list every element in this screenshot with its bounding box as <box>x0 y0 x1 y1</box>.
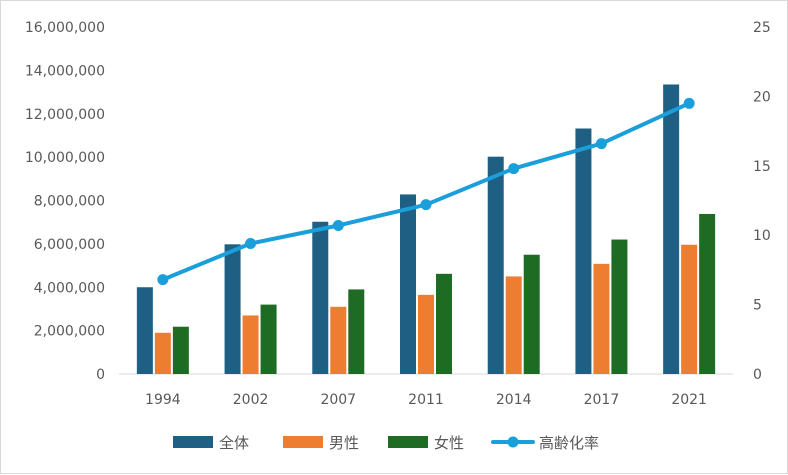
right-axis-tick-label: 15 <box>753 159 771 175</box>
bar-男性-2017 <box>593 263 610 374</box>
bar-全体-1994 <box>136 287 153 374</box>
line-point-2014 <box>508 163 520 175</box>
bar-series <box>136 84 716 375</box>
x-axis-tick-label: 2011 <box>408 392 444 408</box>
x-axis-tick-label: 2002 <box>233 392 269 408</box>
left-axis-tick-label: 14,000,000 <box>25 63 105 79</box>
x-axis-tick-label: 2021 <box>671 392 707 408</box>
legend-swatch-marker <box>507 436 519 448</box>
legend-label-全体: 全体 <box>219 434 249 452</box>
line-point-2017 <box>595 138 607 150</box>
left-axis-ticks: 0 2,000,000 4,000,000 6,000,000 8,000,000 10,… <box>25 20 105 383</box>
left-axis-tick-label: 8,000,000 <box>34 194 105 210</box>
left-axis-tick-label: 6,000,000 <box>34 237 105 253</box>
bar-女性-2002 <box>260 304 277 374</box>
bar-全体-2002 <box>224 244 241 374</box>
left-axis-tick-label: 0 <box>96 367 105 383</box>
x-axis-tick-label: 1994 <box>145 392 181 408</box>
line-series <box>157 97 695 286</box>
right-axis-tick-label: 25 <box>753 20 771 36</box>
right-axis-tick-label: 20 <box>753 89 771 105</box>
line-point-2007 <box>332 219 344 231</box>
bar-男性-2007 <box>330 306 347 374</box>
right-axis-tick-label: 10 <box>753 228 771 244</box>
left-axis-tick-label: 4,000,000 <box>34 280 105 296</box>
legend-label-高齢化率: 高齢化率 <box>539 434 599 452</box>
legend-label-女性: 女性 <box>434 434 464 452</box>
legend-swatch-女性 <box>388 436 428 448</box>
legend-swatch-全体 <box>173 436 213 448</box>
bar-全体-2011 <box>400 194 416 374</box>
bar-女性-2017 <box>611 239 628 374</box>
legend-label-男性: 男性 <box>329 434 359 452</box>
bar-男性-2014 <box>505 276 522 374</box>
bar-女性-2021 <box>699 213 716 374</box>
bar-全体-2007 <box>312 221 329 374</box>
line-point-2002 <box>245 238 257 250</box>
right-axis-tick-label: 5 <box>753 298 762 314</box>
left-axis-tick-label: 10,000,000 <box>25 150 105 166</box>
bar-全体-2014 <box>487 156 504 374</box>
x-axis-tick-label: 2007 <box>320 392 356 408</box>
x-axis-tick-label: 2017 <box>584 392 620 408</box>
bar-女性-2014 <box>523 254 540 374</box>
bar-男性-2021 <box>681 244 698 374</box>
bar-全体-2021 <box>663 84 680 375</box>
x-axis-tick-label: 2014 <box>496 392 532 408</box>
right-axis-tick-label: 0 <box>753 367 762 383</box>
bar-女性-1994 <box>172 326 189 374</box>
legend-swatch-男性 <box>283 436 323 448</box>
bar-全体-2017 <box>575 128 592 374</box>
bar-女性-2007 <box>348 289 365 374</box>
left-axis-tick-label: 16,000,000 <box>25 20 105 36</box>
bar-男性-2002 <box>242 315 259 374</box>
line-point-1994 <box>157 274 169 286</box>
line-高齢化率 <box>160 101 692 282</box>
left-axis-tick-label: 12,000,000 <box>25 107 105 123</box>
legend: 全体 男性 女性 高齢化率 <box>173 434 599 452</box>
right-axis-ticks: 0 5 10 15 20 25 <box>753 20 771 383</box>
line-point-2021 <box>683 97 695 109</box>
bar-男性-1994 <box>154 332 171 374</box>
left-axis-tick-label: 2,000,000 <box>34 324 105 340</box>
x-axis-ticks: 1994 2002 2007 2011 2014 2017 2021 <box>145 392 707 408</box>
bar-男性-2011 <box>418 294 434 374</box>
bar-女性-2011 <box>436 273 452 374</box>
line-point-2011 <box>420 199 432 211</box>
